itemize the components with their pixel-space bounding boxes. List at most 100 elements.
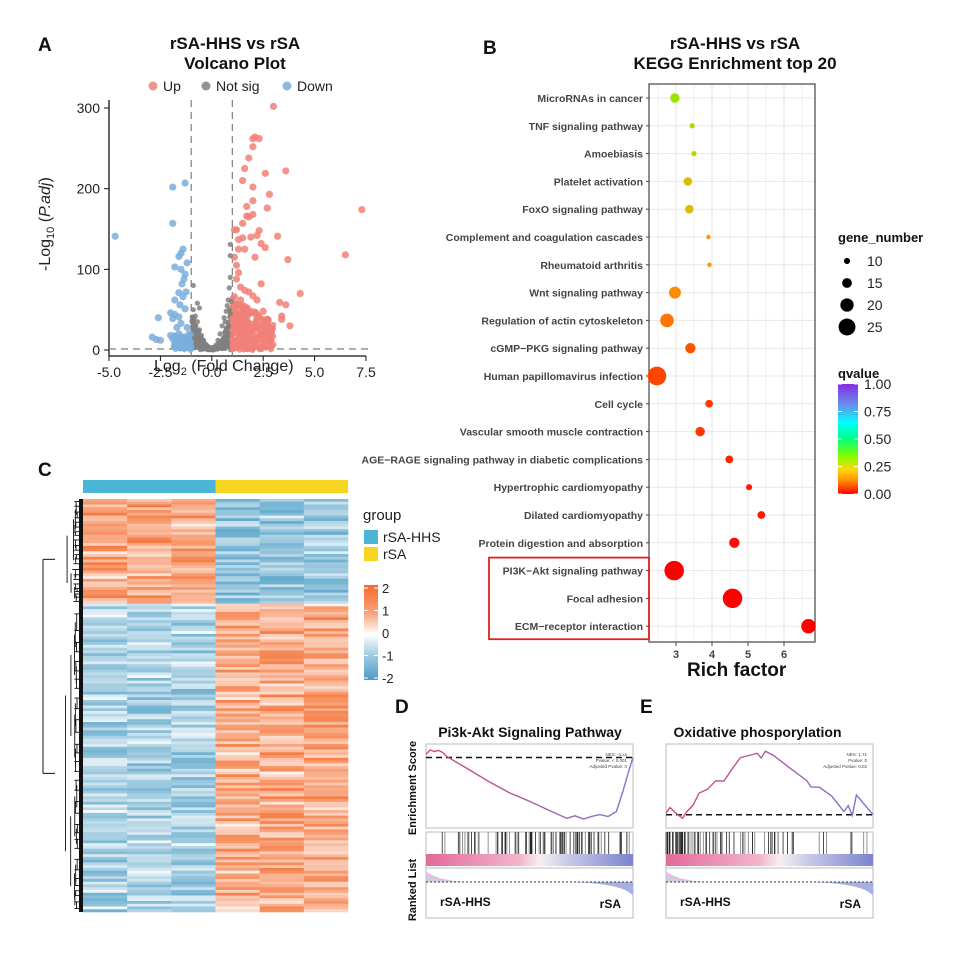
heatmap-cell xyxy=(83,535,127,538)
kegg-dot xyxy=(705,400,713,408)
heatmap-cell xyxy=(216,683,260,686)
heatmap-cell xyxy=(216,650,260,653)
heatmap-cell xyxy=(83,747,127,750)
heatmap-cell xyxy=(260,821,304,824)
heatmap-cell xyxy=(127,604,171,607)
heatmap-cell xyxy=(171,873,215,876)
heatmap-cell xyxy=(127,799,171,802)
heatmap-cell xyxy=(216,766,260,769)
heatmap-cell xyxy=(216,860,260,863)
heatmap-cell xyxy=(216,639,260,642)
heatmap-cell xyxy=(304,772,348,775)
kegg-dot xyxy=(707,263,711,267)
heatmap-cell xyxy=(127,650,171,653)
heatmap-cell xyxy=(216,730,260,733)
heatmap-cell xyxy=(260,849,304,852)
heatmap-cell xyxy=(171,573,215,576)
heatmap-cell xyxy=(216,681,260,684)
heatmap-cell xyxy=(127,860,171,863)
heatmap-cell xyxy=(260,675,304,678)
heatmap-cell xyxy=(171,876,215,879)
kegg-dot xyxy=(725,456,733,464)
heatmap-cell xyxy=(171,783,215,786)
heatmap-cell xyxy=(216,832,260,835)
heatmap-cell xyxy=(260,791,304,794)
heatmap-cell xyxy=(127,609,171,612)
heatmap-cell xyxy=(216,538,260,541)
heatmap-cell xyxy=(260,835,304,838)
heatmap-cell xyxy=(260,527,304,530)
heatmap-cell xyxy=(304,843,348,846)
heatmap-cell xyxy=(127,697,171,700)
heatmap-cell xyxy=(216,549,260,552)
heatmap-cell xyxy=(127,827,171,830)
heatmap-cell xyxy=(127,898,171,901)
heatmap-cell xyxy=(171,694,215,697)
heatmap-cell xyxy=(260,650,304,653)
heatmap-cell xyxy=(83,860,127,863)
heatmap-cell xyxy=(171,879,215,882)
heatmap-cell xyxy=(304,868,348,871)
heatmap-cell xyxy=(171,744,215,747)
heatmap-cell xyxy=(216,884,260,887)
heatmap-cell xyxy=(127,796,171,799)
heatmap-cell xyxy=(127,549,171,552)
heatmap-cell xyxy=(260,642,304,645)
heatmap-cell xyxy=(127,634,171,637)
heatmap-cell xyxy=(83,843,127,846)
heatmap-cell xyxy=(304,827,348,830)
heatmap-cell xyxy=(127,824,171,827)
heatmap-cell xyxy=(304,507,348,510)
heatmap-cell xyxy=(171,730,215,733)
heatmap-cell xyxy=(83,857,127,860)
heatmap-cell xyxy=(216,783,260,786)
heatmap-cell xyxy=(260,728,304,731)
heatmap-cell xyxy=(304,568,348,571)
heatmap-cell xyxy=(260,639,304,642)
heatmap-cell xyxy=(83,711,127,714)
kegg-category-label: cGMP−PKG signaling pathway xyxy=(490,343,643,355)
heatmap-cell xyxy=(216,612,260,615)
kegg-dot xyxy=(691,151,696,156)
heatmap-cell xyxy=(304,725,348,728)
kegg-dot xyxy=(685,343,695,353)
heatmap-cell xyxy=(260,818,304,821)
heatmap-cell xyxy=(304,540,348,543)
heatmap-cell xyxy=(260,689,304,692)
heatmap-cell xyxy=(260,609,304,612)
heatmap-cell xyxy=(260,554,304,557)
heatmap-cell xyxy=(304,906,348,909)
heatmap-cell xyxy=(83,502,127,505)
heatmap-cell xyxy=(260,807,304,810)
heatmap-cell xyxy=(216,717,260,720)
heatmap-cell xyxy=(83,719,127,722)
heatmap-cell xyxy=(127,518,171,521)
kegg-dot xyxy=(669,287,681,299)
heatmap-cell xyxy=(171,595,215,598)
heatmap-cell xyxy=(304,717,348,720)
heatmap-cell xyxy=(216,661,260,664)
heatmap-cell xyxy=(304,549,348,552)
heatmap-cell xyxy=(127,832,171,835)
heatmap-cell xyxy=(260,626,304,629)
rank-color-strip xyxy=(426,854,633,866)
heatmap-cell xyxy=(83,791,127,794)
heatmap-cell xyxy=(216,857,260,860)
heatmap-cell xyxy=(83,697,127,700)
heatmap-cell xyxy=(304,598,348,601)
heatmap-cell xyxy=(260,612,304,615)
heatmap-cell xyxy=(260,703,304,706)
heatmap-cell xyxy=(260,802,304,805)
heatmap-cell xyxy=(127,873,171,876)
heatmap-cell xyxy=(260,601,304,604)
heatmap-cell xyxy=(304,840,348,843)
heatmap-cell xyxy=(260,763,304,766)
heatmap-cell xyxy=(260,854,304,857)
heatmap-cell xyxy=(260,772,304,775)
heatmap-cell xyxy=(304,873,348,876)
heatmap-cell xyxy=(127,694,171,697)
heatmap-cell xyxy=(127,887,171,890)
heatmap-cell xyxy=(216,909,260,912)
heatmap-cell xyxy=(216,805,260,808)
heatmap-cell xyxy=(83,750,127,753)
